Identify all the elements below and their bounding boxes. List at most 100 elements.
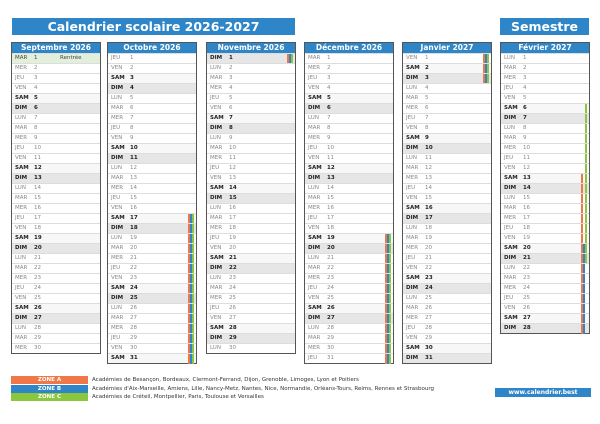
day-row: DIM 4 (108, 83, 196, 93)
vacation-bar-zone-a (385, 274, 387, 284)
vacation-bar-zone-a (188, 234, 190, 244)
vacation-bar-zone-c (192, 314, 194, 324)
day-row: MER 23 (305, 273, 393, 284)
vacation-bar-zone-a (581, 274, 583, 284)
weekday-label: SAM (406, 275, 420, 281)
day-number: 29 (34, 335, 41, 341)
day-number: 13 (425, 175, 432, 181)
day-number: 16 (425, 205, 433, 211)
day-row: MER 17 (501, 213, 589, 224)
weekday-label: LUN (308, 115, 319, 121)
day-row: DIM 10 (403, 143, 491, 153)
weekday-label: VEN (504, 235, 516, 241)
day-row: VEN 9 (108, 133, 196, 143)
day-number: 11 (34, 155, 41, 161)
vacation-bar-zone-a (385, 264, 387, 274)
weekday-label: SAM (15, 235, 29, 241)
vacation-bar-zone-c (585, 144, 587, 154)
weekday-label: SAM (111, 285, 125, 291)
vacation-bar-zone-c (585, 104, 587, 114)
weekday-label: MAR (504, 65, 517, 71)
day-row: MER 16 (305, 203, 393, 213)
weekday-label: VEN (406, 265, 418, 271)
vacation-bar-zone-c (389, 294, 391, 304)
vacation-bar-zone-c (585, 254, 587, 264)
vacation-bar-zone-a (581, 174, 583, 184)
vacation-bar-zone-b (583, 254, 585, 264)
month-column: Février 2027 LUN 1 MAR 2 MER 3 JEU 4 VEN 5 SAM 6 DIM 7… (500, 42, 590, 334)
weekday-label: DIM (308, 315, 321, 321)
day-row: VEN 18 (12, 223, 100, 233)
day-row: JEU 15 (108, 193, 196, 203)
day-row: MAR 1 Rentrée (12, 53, 100, 63)
website-link[interactable]: www.calendrier.best (495, 388, 591, 397)
day-row: VEN 4 (305, 83, 393, 93)
day-row: MER 16 (12, 203, 100, 213)
vacation-bar-zone-c (192, 234, 194, 244)
day-number: 13 (130, 175, 137, 181)
weekday-label: SAM (504, 175, 518, 181)
day-row: LUN 1 (501, 53, 589, 63)
vacation-bar-zone-a (385, 294, 387, 304)
month-column: Novembre 2026 DIM 1 LUN 2 MAR 3 MER 4 JEU 5 VEN 6 SAM… (206, 42, 296, 354)
weekday-label: SAM (504, 315, 518, 321)
vacation-bar-zone-b (190, 244, 192, 254)
day-number: 28 (34, 325, 41, 331)
day-number: 23 (523, 275, 530, 281)
weekday-label: SAM (111, 75, 125, 81)
vacation-bar-zone-c (389, 314, 391, 324)
day-row: SAM 14 (207, 183, 295, 193)
day-number: 8 (425, 125, 429, 131)
day-number: 21 (523, 255, 531, 261)
vacation-bar-zone-b (387, 234, 389, 244)
weekday-label: MER (210, 85, 223, 91)
day-number: 10 (34, 145, 41, 151)
day-row: LUN 30 (207, 343, 295, 353)
weekday-label: LUN (406, 295, 417, 301)
day-number: 8 (130, 125, 134, 131)
vacation-bar-zone-b (190, 354, 192, 364)
day-row: SAM 30 (403, 343, 491, 353)
day-row: DIM 15 (207, 193, 295, 203)
day-row: JEU 26 (207, 303, 295, 313)
vacation-bar-zone-b (190, 274, 192, 284)
day-number: 20 (327, 245, 335, 251)
day-number: 18 (229, 225, 236, 231)
day-row: VEN 12 (501, 163, 589, 174)
vacation-bar-zone-c (389, 344, 391, 354)
day-row: JEU 14 (403, 183, 491, 193)
weekday-label: VEN (111, 345, 123, 351)
month-header: Décembre 2026 (305, 43, 393, 53)
day-row: JEU 24 (305, 283, 393, 294)
day-number: 30 (130, 345, 137, 351)
weekday-label: DIM (15, 315, 28, 321)
day-number: 7 (130, 115, 134, 121)
day-number: 15 (34, 195, 41, 201)
day-number: 5 (34, 95, 38, 101)
weekday-label: JEU (15, 285, 25, 291)
day-row: MER 21 (108, 253, 196, 264)
vacation-bar-zone-c (585, 194, 587, 204)
weekday-label: MER (308, 345, 321, 351)
vacation-bar-zone-c (585, 214, 587, 224)
vacation-bar-zone-a (188, 254, 190, 264)
day-number: 25 (327, 295, 334, 301)
weekday-label: JEU (406, 185, 416, 191)
day-row: MAR 8 (12, 123, 100, 133)
vacation-bar-zone-c (192, 334, 194, 344)
day-row: LUN 23 (207, 273, 295, 283)
day-number: 20 (34, 245, 42, 251)
vacation-bar-zone-b (190, 284, 192, 294)
day-row: DIM 28 (501, 323, 589, 334)
month-header: Septembre 2026 (12, 43, 100, 53)
vacation-bar-zone-c (389, 304, 391, 314)
vacation-bar-zone-b (190, 234, 192, 244)
day-number: 12 (425, 165, 432, 171)
month-header: Février 2027 (501, 43, 589, 53)
weekday-label: SAM (210, 115, 224, 121)
day-row: LUN 22 (501, 263, 589, 274)
vacation-bar-zone-b (190, 314, 192, 324)
vacation-bar-zone-a (483, 54, 485, 64)
day-number: 22 (34, 265, 41, 271)
day-number: 2 (327, 65, 331, 71)
